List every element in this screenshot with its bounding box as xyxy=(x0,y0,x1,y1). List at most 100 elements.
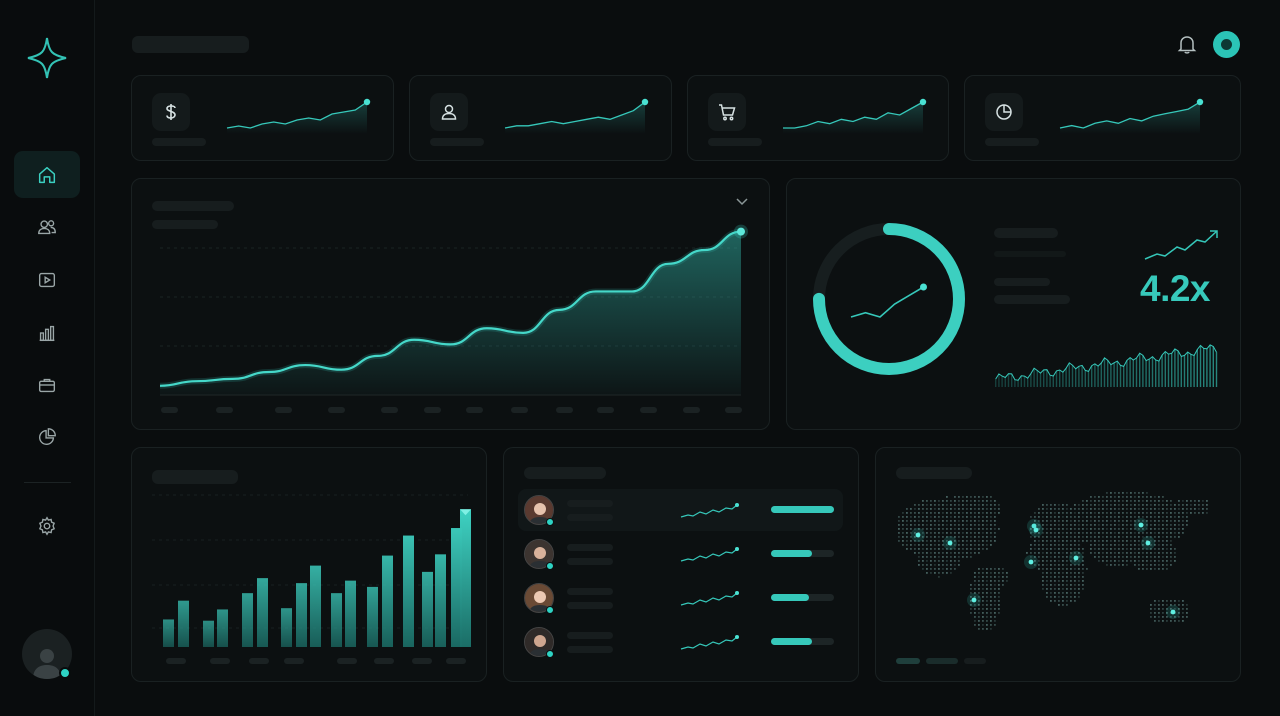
sidebar-item-videos[interactable] xyxy=(14,256,80,303)
map-dot xyxy=(950,512,952,514)
map-dot xyxy=(1070,544,1072,546)
bar xyxy=(345,580,356,647)
map-dot xyxy=(970,604,972,606)
map-dot xyxy=(1054,584,1056,586)
bell-icon[interactable] xyxy=(1176,33,1198,55)
list-item[interactable] xyxy=(518,577,843,619)
list-item[interactable] xyxy=(518,489,843,531)
sidebar-item-home[interactable] xyxy=(14,151,80,198)
mini-bar xyxy=(1135,358,1138,387)
map-dot xyxy=(950,564,952,566)
sidebar-item-analytics[interactable] xyxy=(14,309,80,356)
map-dot xyxy=(1078,544,1080,546)
map-dot xyxy=(1058,540,1060,542)
map-dot xyxy=(994,580,996,582)
map-dot xyxy=(1154,548,1156,550)
map-dot xyxy=(906,508,908,510)
row-sparkline xyxy=(680,503,739,518)
map-dot xyxy=(1142,540,1144,542)
map-dot xyxy=(1042,556,1044,558)
map-dot xyxy=(938,516,940,518)
map-dot xyxy=(1134,496,1136,498)
map-dot xyxy=(1050,600,1052,602)
map-dot xyxy=(1162,544,1164,546)
map-dot xyxy=(906,524,908,526)
hotspot-dot xyxy=(915,532,921,538)
stat-icon-box xyxy=(708,93,746,131)
list-item[interactable] xyxy=(518,533,843,575)
map-dot xyxy=(970,540,972,542)
map-dot xyxy=(974,504,976,506)
sidebar-item-users[interactable] xyxy=(14,203,80,250)
map-dot xyxy=(1074,572,1076,574)
map-dot xyxy=(1106,524,1108,526)
mini-bar xyxy=(1039,373,1042,387)
map-dot xyxy=(950,568,952,570)
stat-card-orders[interactable] xyxy=(687,75,949,161)
map-dot xyxy=(1070,564,1072,566)
map-dot xyxy=(1030,532,1032,534)
map-dot xyxy=(978,616,980,618)
map-dot xyxy=(1138,504,1140,506)
map-dot xyxy=(1130,496,1132,498)
list-item[interactable] xyxy=(518,621,843,663)
sparkle-logo[interactable] xyxy=(26,36,68,80)
stat-card-users[interactable] xyxy=(409,75,672,161)
sidebar-item-reports[interactable] xyxy=(14,413,80,460)
stat-card-share[interactable] xyxy=(964,75,1241,161)
map-dot xyxy=(1146,492,1148,494)
map-dot xyxy=(1058,568,1060,570)
map-dot xyxy=(1170,540,1172,542)
map-dot xyxy=(1102,500,1104,502)
map-dot xyxy=(1122,508,1124,510)
map-dot xyxy=(1086,540,1088,542)
map-dot xyxy=(1106,528,1108,530)
map-dot xyxy=(1050,580,1052,582)
map-dot xyxy=(994,624,996,626)
map-dot xyxy=(986,580,988,582)
avatar[interactable] xyxy=(22,629,72,679)
map-dot xyxy=(942,512,944,514)
map-dot xyxy=(1038,520,1040,522)
map-dot xyxy=(1042,568,1044,570)
bar-chart xyxy=(152,494,471,664)
header-profile-avatar[interactable] xyxy=(1213,31,1240,58)
map-dot xyxy=(986,508,988,510)
sidebar-item-projects[interactable] xyxy=(14,361,80,408)
map-dot xyxy=(1170,508,1172,510)
map-dot xyxy=(1054,528,1056,530)
map-dot xyxy=(1110,520,1112,522)
map-dot xyxy=(1098,552,1100,554)
map-dot xyxy=(1038,544,1040,546)
stat-card-revenue[interactable] xyxy=(131,75,394,161)
map-dot xyxy=(1050,552,1052,554)
map-dot xyxy=(974,616,976,618)
sidebar-item-settings[interactable] xyxy=(14,502,80,549)
map-dot xyxy=(926,552,928,554)
map-dot xyxy=(982,548,984,550)
map-dot xyxy=(1146,532,1148,534)
mini-bar xyxy=(1052,376,1054,387)
map-dot xyxy=(930,540,932,542)
map-dot xyxy=(1174,560,1176,562)
map-dot xyxy=(1130,520,1132,522)
map-dot xyxy=(1126,560,1128,562)
chevron-down-icon[interactable] xyxy=(735,197,749,207)
bar xyxy=(403,535,414,647)
map-dot xyxy=(1082,528,1084,530)
map-dot xyxy=(986,572,988,574)
map-dot xyxy=(1054,520,1056,522)
map-dot xyxy=(1162,500,1164,502)
map-dot xyxy=(1062,580,1064,582)
map-dot xyxy=(986,576,988,578)
map-dot xyxy=(1122,564,1124,566)
map-dot xyxy=(926,540,928,542)
map-dot xyxy=(1074,596,1076,598)
page-title-placeholder xyxy=(132,36,249,53)
map-dot xyxy=(906,536,908,538)
map-dot xyxy=(1074,536,1076,538)
map-dot xyxy=(1130,524,1132,526)
map-dot xyxy=(1046,568,1048,570)
map-dot xyxy=(1098,540,1100,542)
map-dot xyxy=(1038,512,1040,514)
